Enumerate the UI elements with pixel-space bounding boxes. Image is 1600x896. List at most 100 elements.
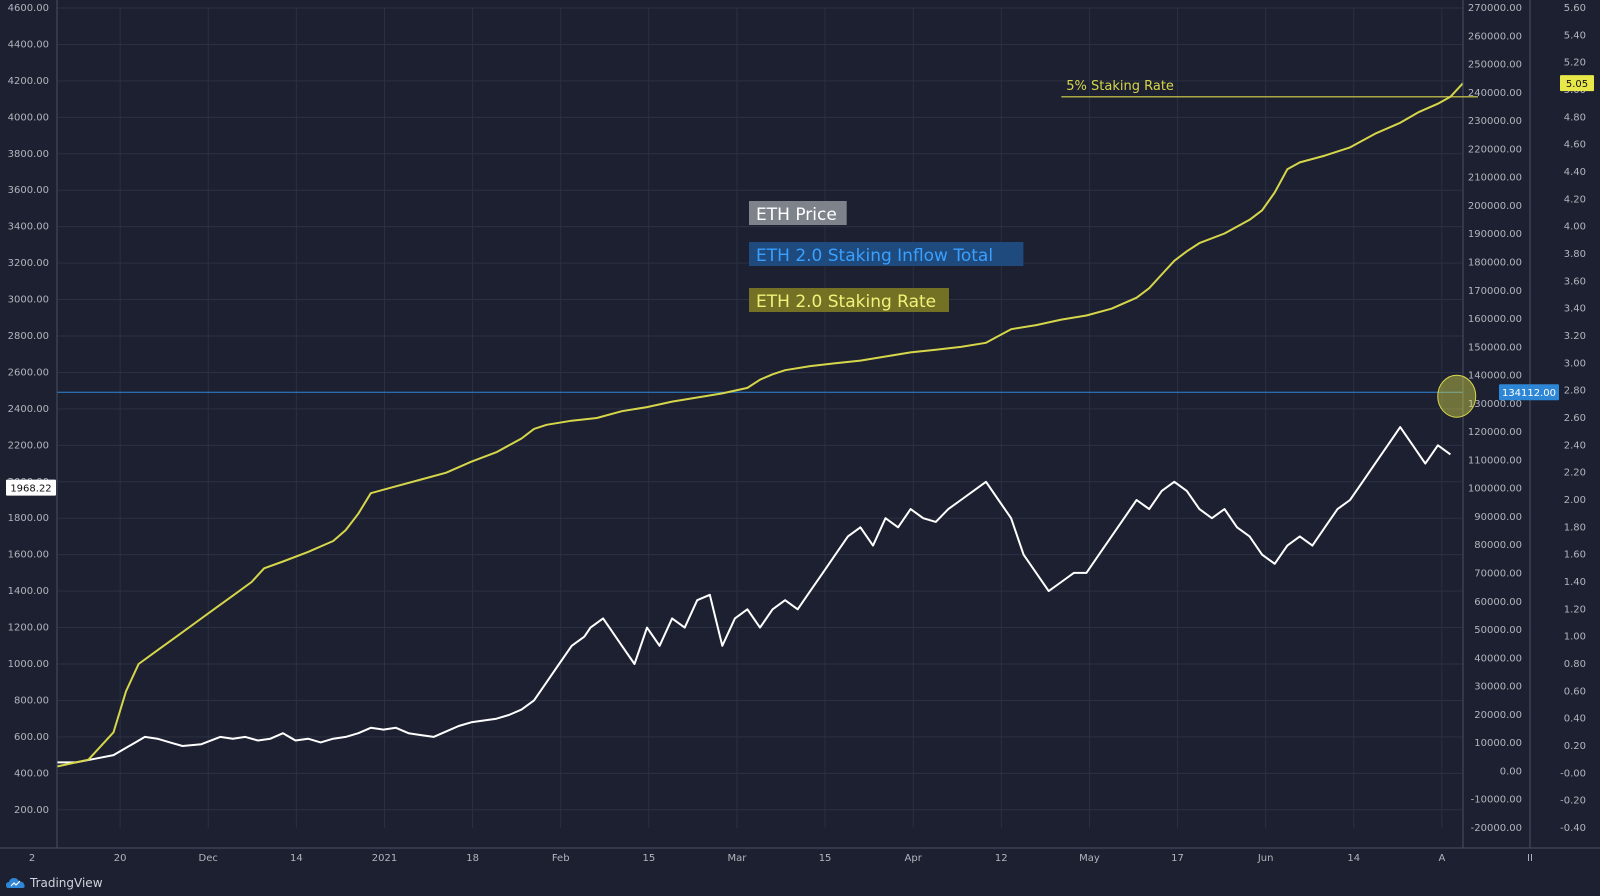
inflow-axis-tick: 160000.00 <box>1468 314 1522 325</box>
series-price-line <box>57 426 1451 764</box>
legend-item-rate: ETH 2.0 Staking Rate <box>749 288 949 312</box>
inflow-axis-tick: 230000.00 <box>1468 116 1522 127</box>
inflow-axis-tick: 50000.00 <box>1474 625 1522 636</box>
rate-axis-tick: 5.40 <box>1564 30 1586 41</box>
x-axis-tick: 20 <box>114 853 127 864</box>
left-axis-tick: 3200.00 <box>8 258 49 269</box>
inflow-axis-tick: 220000.00 <box>1468 144 1522 155</box>
x-axis-tick: Feb <box>552 853 570 864</box>
rate-axis-tick: 4.20 <box>1564 194 1586 205</box>
left-axis-tick: 600.00 <box>14 732 49 743</box>
inflow-current-badge: 134112.00 <box>1499 384 1559 401</box>
x-axis-tick: Dec <box>199 853 218 864</box>
rate-axis-tick: 3.60 <box>1564 276 1586 287</box>
legend-item-price: ETH Price <box>749 201 847 225</box>
rate-axis-tick: 3.00 <box>1564 358 1586 369</box>
legend-item-inflow: ETH 2.0 Staking Inflow Total <box>749 242 1024 266</box>
left-axis-tick: 400.00 <box>14 768 49 779</box>
left-axis-tick: 800.00 <box>14 695 49 706</box>
inflow-axis-tick: 250000.00 <box>1468 60 1522 71</box>
rate-axis-tick: 2.60 <box>1564 413 1586 424</box>
x-axis-tick: Apr <box>905 853 923 864</box>
rate-axis-tick: 4.40 <box>1564 167 1586 178</box>
inflow-axis-tick: 260000.00 <box>1468 31 1522 42</box>
rate-axis-tick: 4.60 <box>1564 140 1586 151</box>
inflow-axis-tick: 150000.00 <box>1468 342 1522 353</box>
price-current-badge-bg <box>6 479 56 496</box>
rate-axis-tick: 0.80 <box>1564 659 1586 670</box>
left-axis-tick: 1600.00 <box>8 550 49 561</box>
x-axis-tick: II <box>1527 853 1533 864</box>
inflow-axis-tick: 40000.00 <box>1474 653 1522 664</box>
x-axis-tick: 15 <box>819 853 832 864</box>
inflow-current-badge-text: 134112.00 <box>1502 388 1556 399</box>
brand-name: TradingView <box>30 876 103 890</box>
left-axis-tick: 200.00 <box>14 805 49 816</box>
rate-axis-tick: 2.80 <box>1564 386 1586 397</box>
left-axis-tick: 2200.00 <box>8 440 49 451</box>
left-axis-tick: 4400.00 <box>8 39 49 50</box>
left-axis-tick: 2800.00 <box>8 331 49 342</box>
x-axis-tick: May <box>1079 853 1100 864</box>
inflow-axis-tick: 80000.00 <box>1474 540 1522 551</box>
rate-axis-tick: 1.20 <box>1564 604 1586 615</box>
inflow-axis-tick: 60000.00 <box>1474 597 1522 608</box>
tradingview-brand[interactable]: TradingView <box>6 876 103 890</box>
inflow-axis-tick: 200000.00 <box>1468 201 1522 212</box>
inflow-axis-tick: 0.00 <box>1500 766 1522 777</box>
rate-axis-tick: 3.80 <box>1564 249 1586 260</box>
inflow-axis-tick: 180000.00 <box>1468 257 1522 268</box>
rate-axis-tick: 4.80 <box>1564 112 1586 123</box>
rate-current-badge-text: 5.05 <box>1566 79 1588 90</box>
rate-axis-tick: 2.20 <box>1564 468 1586 479</box>
left-axis-tick: 1000.00 <box>8 659 49 670</box>
inflow-axis-tick: 20000.00 <box>1474 710 1522 721</box>
inflow-axis-tick: 10000.00 <box>1474 738 1522 749</box>
x-axis-tick: Jun <box>1257 853 1274 864</box>
x-axis-tick: 17 <box>1171 853 1184 864</box>
rate-axis-tick: 3.40 <box>1564 304 1586 315</box>
left-axis-tick: 3600.00 <box>8 185 49 196</box>
inflow-axis-tick: 90000.00 <box>1474 512 1522 523</box>
rate-axis-tick: 2.00 <box>1564 495 1586 506</box>
rate-axis-tick: -0.20 <box>1560 796 1586 807</box>
inflow-axis-tick: 70000.00 <box>1474 569 1522 580</box>
x-axis-tick: Mar <box>728 853 748 864</box>
left-axis-tick: 3800.00 <box>8 149 49 160</box>
left-axis-tick: 4600.00 <box>8 3 49 14</box>
legend-label-inflow: ETH 2.0 Staking Inflow Total <box>756 246 993 266</box>
rate-axis-tick: 3.20 <box>1564 331 1586 342</box>
left-axis-tick: 1200.00 <box>8 623 49 634</box>
chart-legend: ETH Price ETH 2.0 Staking Inflow Total ETH… <box>749 201 1024 312</box>
x-axis-tick: 15 <box>642 853 655 864</box>
left-axis-tick: 4000.00 <box>8 112 49 123</box>
inflow-current-badge-bg <box>1499 384 1559 401</box>
legend-label-rate: ETH 2.0 Staking Rate <box>756 292 936 312</box>
rate-axis-tick: -0.00 <box>1560 768 1586 779</box>
inflow-axis-tick: 110000.00 <box>1468 455 1522 466</box>
rate-axis-tick: 2.40 <box>1564 440 1586 451</box>
chart-axes: 4600.00 4400.00 4200.00 4000.00 3800.00 3600.… <box>0 0 1600 864</box>
rate-axis-tick: 0.40 <box>1564 714 1586 725</box>
inflow-axis-tick: 140000.00 <box>1468 371 1522 382</box>
chart-annotations: 5% Staking Rate <box>1061 79 1478 418</box>
highlight-circle <box>1437 374 1477 418</box>
five-percent-label: 5% Staking Rate <box>1066 79 1174 94</box>
price-current-badge: 1968.22 <box>6 479 56 496</box>
inflow-axis-tick: 170000.00 <box>1468 286 1522 297</box>
left-axis-tick: 2400.00 <box>8 404 49 415</box>
inflow-axis-tick: -20000.00 <box>1471 823 1522 834</box>
x-axis-tick: 2 <box>29 853 35 864</box>
x-axis-tick: 14 <box>1347 853 1360 864</box>
legend-label-price: ETH Price <box>756 205 837 225</box>
x-axis-tick: 14 <box>290 853 303 864</box>
rate-axis-tick: -0.40 <box>1560 823 1586 834</box>
rate-axis-tick: 0.60 <box>1564 686 1586 697</box>
inflow-axis-tick: 190000.00 <box>1468 229 1522 240</box>
legend-box-inflow <box>749 242 1024 266</box>
series-rate-line <box>56 82 1464 768</box>
rate-current-badge-bg <box>1560 75 1594 92</box>
x-axis-tick: 2021 <box>372 853 397 864</box>
